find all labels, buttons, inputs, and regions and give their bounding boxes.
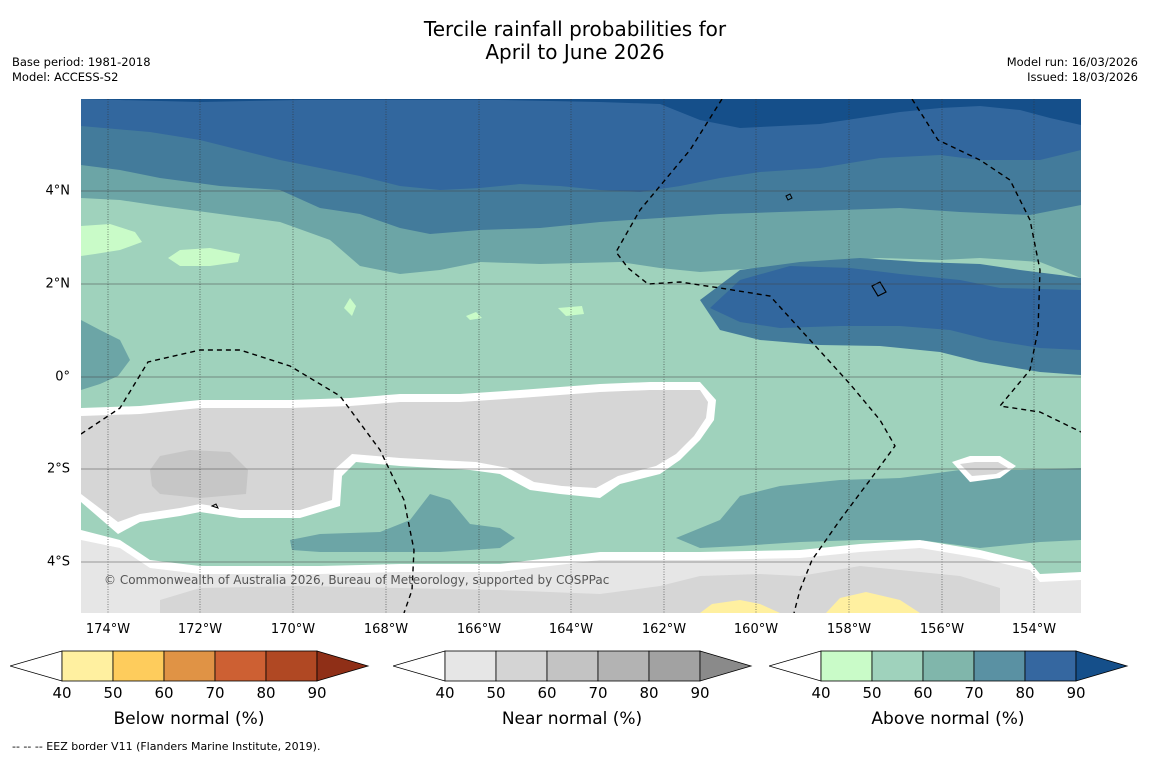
colorbar-tick: 50 — [862, 684, 882, 702]
colorbar-tick: 40 — [435, 684, 455, 702]
colorbar-tick: 80 — [1015, 684, 1035, 702]
island — [871, 281, 887, 297]
above-40-patch-4 — [558, 306, 584, 316]
colorbar-arrow-right — [699, 650, 753, 682]
colorbar-arrow-left — [769, 650, 822, 682]
above-80-region-east — [710, 266, 1081, 350]
colorbar-swatch — [922, 650, 975, 682]
colorbar-tick: 50 — [486, 684, 506, 702]
x-tick: 164°W — [548, 622, 594, 637]
colorbar-above — [769, 650, 1129, 682]
above-40-patch-2 — [168, 248, 240, 266]
colorbar-swatch — [163, 650, 216, 682]
colorbar-near — [393, 650, 753, 682]
colorbar-swatch — [495, 650, 548, 682]
colorbar-label-above: Above normal (%) — [871, 709, 1025, 729]
colorbar-tick: 80 — [256, 684, 276, 702]
colorbar-label-near: Near normal (%) — [501, 709, 643, 729]
base-period: Base period: 1981-2018 — [12, 55, 151, 69]
near-normal-60-patch — [150, 450, 248, 498]
y-tick: 4°N — [45, 183, 71, 199]
gridlines-lat — [81, 190, 1081, 563]
below-40-patch-1 — [700, 600, 780, 613]
title-line-1: Tercile rainfall probabilities for — [423, 17, 727, 41]
x-tick: 154°W — [1011, 622, 1057, 637]
above-40-patch-3 — [344, 298, 356, 316]
x-tick: 160°W — [733, 622, 779, 637]
model-name: Model: ACCESS-S2 — [12, 70, 119, 84]
map-field: © Commonwealth of Australia 2026, Bureau… — [81, 99, 1081, 613]
meta-left: Base period: 1981-2018 Model: ACCESS-S2 — [12, 55, 151, 85]
colorbar-arrow-right — [1075, 650, 1129, 682]
colorbar-tick: 40 — [52, 684, 72, 702]
above-60-region-south — [290, 494, 515, 552]
meta-right: Model run: 16/03/2026 Issued: 18/03/2026 — [1007, 55, 1138, 85]
copyright-notice: © Commonwealth of Australia 2026, Bureau… — [104, 573, 609, 587]
chart-title: Tercile rainfall probabilities for April… — [0, 18, 1150, 64]
colorbar-arrow-left — [10, 650, 63, 682]
colorbar-tick: 60 — [537, 684, 557, 702]
colorbar-tick: 50 — [103, 684, 123, 702]
y-tick: 4°S — [46, 554, 70, 570]
colorbar-below — [10, 650, 370, 682]
colorbar-swatch — [597, 650, 650, 682]
colorbar-arrow-right — [316, 650, 370, 682]
island — [785, 193, 793, 201]
colorbar-swatch — [546, 650, 599, 682]
x-tick: 166°W — [456, 622, 502, 637]
y-tick: 2°S — [46, 461, 70, 477]
colorbar-tick: 90 — [307, 684, 327, 702]
colorbar-swatch — [214, 650, 267, 682]
above-40-patch-5 — [466, 312, 482, 320]
model-run: Model run: 16/03/2026 — [1006, 55, 1138, 69]
gridlines — [107, 99, 1035, 613]
colorbar-swatch — [648, 650, 701, 682]
colorbar-swatch — [871, 650, 924, 682]
above-90-region — [81, 99, 1081, 128]
above-60-region-southeast — [676, 468, 1081, 548]
colorbar-swatch — [444, 650, 497, 682]
eez-legend: -- -- -- EEZ border V11 (Flanders Marine… — [12, 740, 321, 753]
colorbar-swatch — [820, 650, 873, 682]
x-tick: 174°W — [85, 622, 131, 637]
y-tick: 0° — [55, 369, 70, 385]
colorbar-tick: 70 — [205, 684, 225, 702]
colorbar-tick: 90 — [1066, 684, 1086, 702]
colorbar-swatch — [973, 650, 1026, 682]
below-40-patch-2 — [826, 592, 920, 613]
colorbar-swatch — [112, 650, 165, 682]
x-tick: 156°W — [919, 622, 965, 637]
near-normal-50-patch-south — [160, 566, 1000, 613]
above-60-region-west — [81, 320, 130, 390]
colorbar-tick: 90 — [690, 684, 710, 702]
x-tick: 172°W — [177, 622, 223, 637]
y-tick: 2°N — [45, 276, 71, 292]
colorbar-swatch — [61, 650, 114, 682]
colorbar-label-below: Below normal (%) — [113, 709, 265, 729]
issued-date: Issued: 18/03/2026 — [1027, 70, 1138, 84]
colorbar-tick: 60 — [154, 684, 174, 702]
x-tick: 168°W — [363, 622, 409, 637]
colorbar-swatch — [1024, 650, 1077, 682]
colorbar-tick: 80 — [639, 684, 659, 702]
colorbar-tick: 40 — [811, 684, 831, 702]
colorbar-arrow-left — [393, 650, 446, 682]
colorbar-swatch — [265, 650, 318, 682]
eez-borders — [81, 99, 1081, 613]
above-40-patch-1 — [81, 224, 142, 256]
island — [210, 503, 219, 509]
colorbar-tick: 60 — [913, 684, 933, 702]
x-tick: 162°W — [641, 622, 687, 637]
colorbar-tick: 70 — [588, 684, 608, 702]
colorbar-tick: 70 — [964, 684, 984, 702]
title-line-2: April to June 2026 — [485, 40, 665, 64]
x-tick: 158°W — [826, 622, 872, 637]
x-tick: 170°W — [270, 622, 316, 637]
